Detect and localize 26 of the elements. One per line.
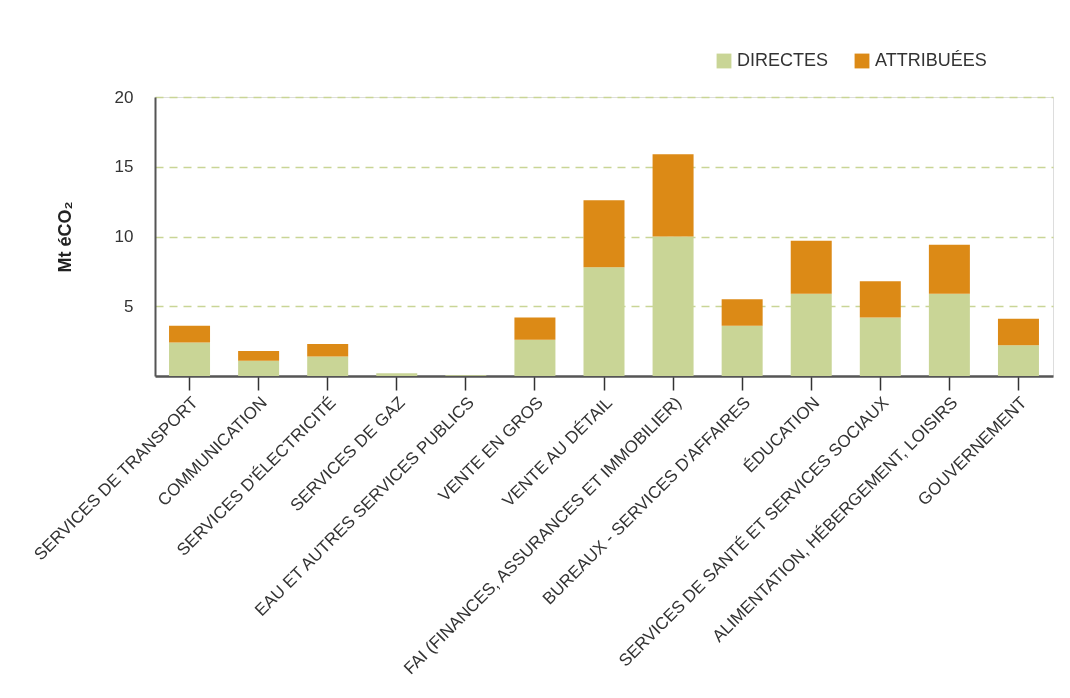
bar (997, 318, 1039, 346)
bar (790, 240, 832, 294)
bar (376, 373, 418, 376)
bar (583, 200, 625, 268)
bar (307, 343, 349, 357)
bar (307, 356, 349, 376)
bar (928, 244, 970, 294)
bar (514, 317, 556, 340)
y-tick-label: 5 (124, 296, 134, 316)
legend-label: ATTRIBUÉES (875, 50, 987, 70)
y-tick-label: 15 (114, 157, 134, 177)
bar (997, 345, 1039, 376)
y-axis-title: Mt éCO₂ (54, 201, 75, 273)
bar (721, 325, 763, 376)
bar (859, 281, 901, 318)
y-tick-label: 20 (114, 87, 134, 107)
bar (514, 339, 556, 376)
bar (652, 154, 694, 237)
bar (169, 342, 211, 376)
bar (721, 299, 763, 326)
bar (169, 325, 211, 343)
y-tick-label: 10 (114, 227, 134, 246)
bar (238, 360, 280, 376)
bar (859, 317, 901, 376)
legend-label: DIRECTES (737, 50, 829, 70)
bar (238, 350, 280, 361)
